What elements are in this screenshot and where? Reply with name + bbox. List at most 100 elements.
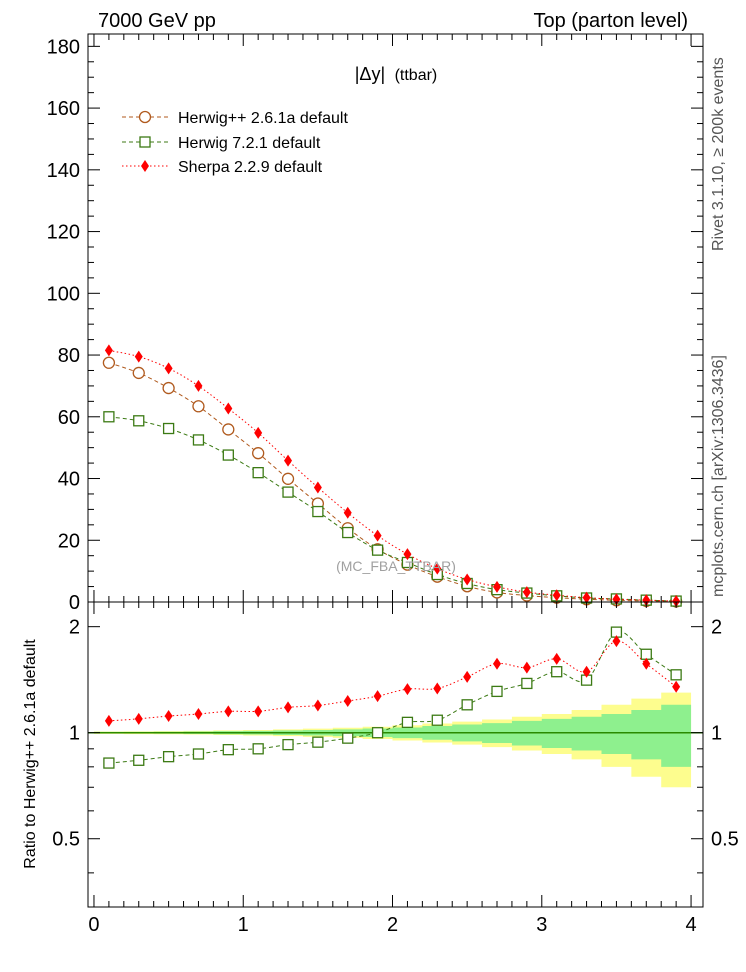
ratio-frame xyxy=(87,601,704,908)
main-point-herwig7 xyxy=(103,411,115,423)
main-point-sherpa xyxy=(373,529,382,542)
main-point-herwig7 xyxy=(282,486,294,498)
ratio-point-sherpa xyxy=(313,699,322,712)
ratio-point-herwig7 xyxy=(491,685,503,698)
plot-title-sub: (ttbar) xyxy=(395,67,438,84)
main-point-sherpa xyxy=(433,562,442,575)
ratio-bands xyxy=(88,692,703,788)
rivet-label: Rivet 3.1.10, ≥ 200k events xyxy=(710,57,727,251)
ratio-xtick-label: 0 xyxy=(88,914,99,936)
main-point-herwigpp xyxy=(132,366,145,380)
main-point-herwigpp xyxy=(281,472,295,485)
plot-title-var: |Δy| xyxy=(355,64,385,84)
ratio-point-sherpa xyxy=(522,661,531,674)
ratio-point-sherpa xyxy=(612,635,621,648)
ratio-ytick-label-left: 1 xyxy=(69,723,80,745)
main-point-herwig7 xyxy=(222,449,234,461)
ratio-series xyxy=(103,626,682,769)
main-tick-labels: 0 20 40 60 80 100 120 140 160 180 xyxy=(47,36,80,614)
legend: Herwig++ 2.6.1a default Herwig 7.2.1 def… xyxy=(122,110,348,176)
ratio-point-herwig7 xyxy=(103,757,115,769)
main-point-sherpa xyxy=(403,548,412,561)
ratio-point-sherpa xyxy=(284,701,293,714)
ratio-point-sherpa xyxy=(104,714,113,727)
ratio-point-herwig7 xyxy=(670,669,682,681)
ratio-point-herwig7 xyxy=(401,716,414,729)
main-point-sherpa xyxy=(254,426,263,439)
main-point-herwig7 xyxy=(312,505,324,518)
ratio-point-sherpa xyxy=(582,665,591,678)
ratio-point-sherpa xyxy=(433,682,442,695)
main-point-herwig7 xyxy=(342,526,354,539)
main-ytick-label: 140 xyxy=(47,160,80,182)
legend-item-herwig7: Herwig 7.2.1 default xyxy=(122,135,321,152)
main-point-herwigpp xyxy=(222,423,235,436)
main-point-sherpa xyxy=(343,506,352,519)
ratio-point-sherpa xyxy=(552,652,561,665)
legend-item-herwigpp: Herwig++ 2.6.1a default xyxy=(122,110,348,127)
main-point-herwig7 xyxy=(192,434,205,446)
main-point-sherpa xyxy=(284,454,293,467)
ratio-xtick-label: 3 xyxy=(536,914,547,936)
ratio-ytick-label-left: 0.5 xyxy=(52,829,80,851)
ratio-point-herwig7 xyxy=(312,736,324,748)
main-line-herwigpp xyxy=(108,362,677,602)
main-ytick-label: 0 xyxy=(69,592,80,614)
main-series xyxy=(102,344,683,608)
main-point-herwigpp xyxy=(252,447,265,460)
main-point-sherpa xyxy=(582,591,591,604)
ratio-point-sherpa xyxy=(672,680,681,693)
ratio-point-sherpa xyxy=(224,705,233,718)
main-ytick-label: 160 xyxy=(47,98,80,120)
main-point-herwigpp xyxy=(162,381,175,395)
main-point-sherpa xyxy=(463,573,472,586)
watermark: (MC_FBA_TTBAR) xyxy=(336,558,456,574)
ratio-point-herwig7 xyxy=(342,732,354,744)
legend-label-herwig7: Herwig 7.2.1 default xyxy=(178,135,321,152)
ratio-ytick-label-right: 1 xyxy=(711,723,722,745)
ratio-xtick-label: 1 xyxy=(238,914,249,936)
header-right: Top (parton level) xyxy=(533,10,688,32)
legend-item-sherpa: Sherpa 2.2.9 default xyxy=(122,159,323,176)
main-point-sherpa xyxy=(164,362,173,375)
ratio-point-herwig7 xyxy=(431,714,443,726)
ratio-point-sherpa xyxy=(373,690,382,703)
legend-label-sherpa: Sherpa 2.2.9 default xyxy=(178,159,323,176)
main-point-sherpa xyxy=(313,481,322,494)
main-point-herwigpp xyxy=(192,400,205,413)
ratio-point-herwig7 xyxy=(133,754,145,766)
ratio-ticks xyxy=(88,602,703,907)
ratio-point-sherpa xyxy=(642,657,651,670)
ratio-xtick-label: 4 xyxy=(685,914,696,936)
main-ytick-label: 20 xyxy=(58,530,80,552)
ratio-point-herwig7 xyxy=(162,751,175,763)
main-point-sherpa xyxy=(194,379,203,392)
main-point-sherpa xyxy=(134,350,143,363)
ratio-point-sherpa xyxy=(493,657,502,670)
main-point-herwig7 xyxy=(252,467,264,479)
ratio-point-sherpa xyxy=(164,710,173,723)
ratio-point-herwig7 xyxy=(521,677,533,690)
legend-marker-sherpa xyxy=(141,160,149,172)
main-ytick-label: 180 xyxy=(47,36,80,58)
main-ytick-label: 120 xyxy=(47,222,80,244)
ratio-point-sherpa xyxy=(254,705,263,718)
legend-marker-herwig7 xyxy=(139,136,151,148)
ratio-ytick-label-right: 2 xyxy=(711,617,722,639)
ratio-point-herwig7 xyxy=(551,666,563,678)
legend-marker-herwigpp xyxy=(138,110,152,124)
ratio-point-herwig7 xyxy=(371,727,384,739)
main-point-sherpa xyxy=(522,586,531,599)
ratio-point-herwig7 xyxy=(461,699,473,711)
main-point-herwigpp xyxy=(102,356,116,369)
ratio-point-herwig7 xyxy=(192,748,205,760)
main-ytick-label: 100 xyxy=(47,283,80,305)
main-point-sherpa xyxy=(493,580,502,593)
main-point-herwig7 xyxy=(162,422,175,435)
ratio-ytick-label-left: 2 xyxy=(69,617,80,639)
ratio-ytick-label-right: 0.5 xyxy=(711,829,739,851)
main-point-sherpa xyxy=(552,589,561,602)
ratio-band-inner xyxy=(93,704,692,767)
